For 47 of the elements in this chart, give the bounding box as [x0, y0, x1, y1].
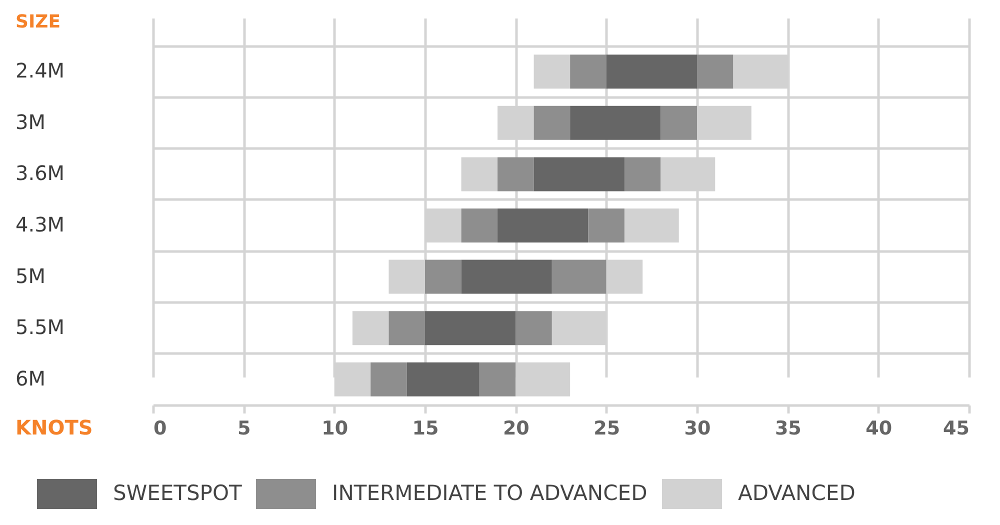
x-tick-label: 20 [502, 418, 530, 440]
legend-label: ADVANCED [738, 481, 856, 505]
bar [461, 260, 552, 294]
y-tick-label: 2.4M [16, 58, 65, 83]
bar [570, 106, 661, 140]
bar [388, 311, 425, 346]
bar [425, 260, 462, 294]
bar [660, 106, 697, 140]
x-tick-label: 40 [866, 418, 892, 440]
bar [624, 157, 661, 192]
y-tick-label: 3M [16, 110, 46, 134]
y-tick-label: 4.3M [16, 212, 65, 236]
x-tick-label: 10 [322, 418, 348, 440]
x-axis-title: KNOTS [16, 416, 93, 440]
bar [406, 362, 480, 396]
y-tick-label: 5M [16, 264, 46, 288]
x-tick-label: 15 [412, 418, 439, 440]
bar [479, 362, 516, 396]
x-tick-label: 35 [774, 418, 802, 440]
y-tick-label: 6M [16, 366, 46, 390]
bar [534, 54, 570, 89]
bar [498, 157, 534, 192]
legend-label: INTERMEDIATE TO ADVANCED [332, 481, 648, 505]
bar [370, 362, 407, 396]
bar [534, 106, 570, 140]
bar [588, 208, 624, 242]
bar [425, 311, 516, 346]
bar [461, 157, 498, 192]
x-tick-label: 0 [154, 418, 167, 440]
bar [534, 157, 624, 192]
legend-label: SWEETSPOT [113, 481, 242, 505]
bar [697, 54, 734, 89]
x-tick-label: 25 [594, 418, 620, 440]
y-tick-label: 3.6M [16, 161, 65, 186]
bar [461, 208, 498, 242]
bar [498, 208, 588, 242]
bar [552, 260, 606, 294]
bar [570, 54, 606, 89]
y-axis-title: SIZE [16, 12, 61, 32]
x-tick-label: 30 [684, 418, 711, 440]
x-tick-label: 5 [238, 418, 251, 440]
bar [352, 311, 389, 346]
bar [516, 311, 552, 346]
bar [606, 54, 697, 89]
x-tick-label: 45 [943, 418, 970, 440]
y-tick-label: 5.5M [16, 315, 65, 340]
bar [624, 208, 679, 242]
